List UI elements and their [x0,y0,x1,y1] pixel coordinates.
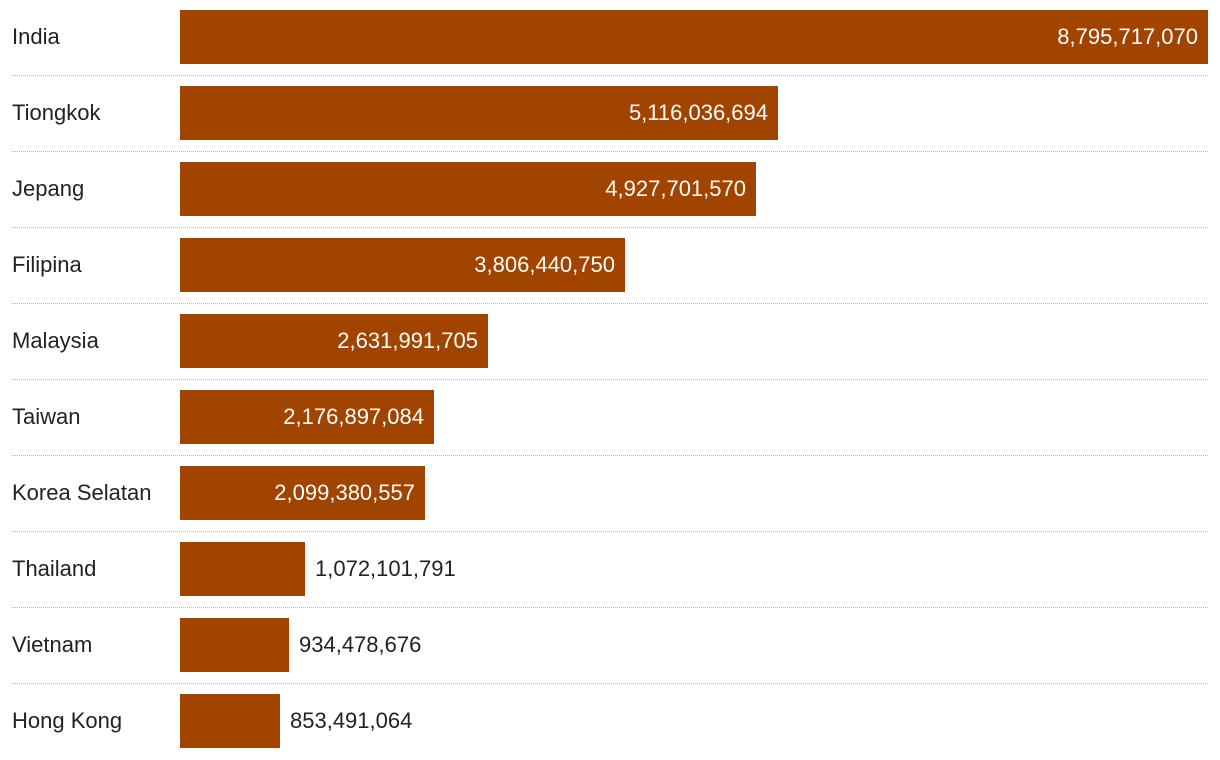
bar-row: Vietnam 934,478,676 [0,608,1208,684]
bar-row: Taiwan 2,176,897,084 [0,380,1208,456]
value-label: 2,099,380,557 [274,480,415,505]
bar-row: Filipina 3,806,440,750 [0,228,1208,304]
value-label: 934,478,676 [299,632,422,657]
value-label: 1,072,101,791 [315,556,456,581]
category-label: Korea Selatan [12,480,152,505]
row-divider [12,531,1208,532]
row-divider [12,227,1208,228]
category-label: India [12,24,60,49]
category-label: Taiwan [12,404,81,429]
bar-row: Malaysia 2,631,991,705 [0,304,1208,380]
row-divider [12,151,1208,152]
bar-row: Hong Kong 853,491,064 [0,684,1208,760]
category-label: Tiongkok [12,100,101,125]
bar [180,390,434,444]
bar [180,466,425,520]
bar [180,694,280,748]
bar-row: India 8,795,717,070 [0,0,1208,76]
row-divider [12,607,1208,608]
bar-row: Tiongkok 5,116,036,694 [0,76,1208,152]
bar [180,86,778,140]
bar [180,314,488,368]
bar [180,10,1208,64]
row-divider [12,455,1208,456]
category-label: Jepang [12,176,85,201]
bar [180,238,625,292]
category-label: Hong Kong [12,708,123,733]
category-label: Vietnam [12,632,93,657]
value-label: 2,631,991,705 [337,328,478,353]
category-label: Thailand [12,556,97,581]
row-divider [12,75,1208,76]
value-label: 5,116,036,694 [628,100,768,125]
value-label: 853,491,064 [290,708,413,733]
row-divider [12,379,1208,380]
bar-row: Jepang 4,927,701,570 [0,152,1208,228]
category-label: Malaysia [12,328,99,353]
value-label: 2,176,897,084 [283,404,424,429]
row-divider [12,303,1208,304]
bar [180,618,289,672]
category-label: Filipina [12,252,82,277]
bar [180,542,305,596]
bar-row: Thailand 1,072,101,791 [0,532,1208,608]
bar [180,162,756,216]
bar-row: Korea Selatan 2,099,380,557 [0,456,1208,532]
row-divider [12,683,1208,684]
value-label: 3,806,440,750 [474,252,615,277]
value-label: 4,927,701,570 [605,176,746,201]
value-label: 8,795,717,070 [1057,24,1198,49]
